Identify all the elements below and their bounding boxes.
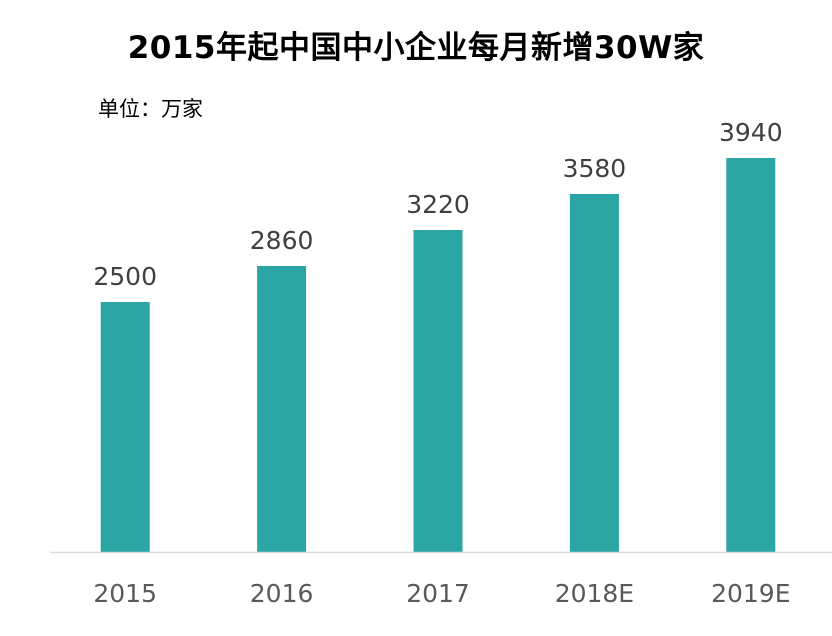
value-labels-group: 2500 2860 3220 3580 3940 [93, 118, 782, 291]
x-tick-label-2016: 2016 [250, 579, 314, 608]
bar-2017 [413, 230, 463, 552]
bar-2018E [569, 194, 619, 552]
value-label-2019E: 3940 [719, 118, 783, 147]
bar-2015 [100, 302, 150, 552]
value-label-2016: 2860 [250, 226, 314, 255]
bars-group [100, 158, 776, 552]
x-tick-label-2015: 2015 [93, 579, 157, 608]
value-label-2017: 3220 [406, 190, 470, 219]
x-tick-labels-group: 2015 2016 2017 2018E 2019E [93, 579, 790, 608]
value-label-2015: 2500 [93, 262, 157, 291]
x-tick-label-2018E: 2018E [555, 579, 634, 608]
chart-title: 2015年起中国中小企业每月新增30W家 [127, 30, 705, 66]
x-tick-label-2019E: 2019E [711, 579, 790, 608]
bar-2016 [257, 266, 307, 552]
value-label-2018E: 3580 [563, 154, 627, 183]
unit-label: 单位：万家 [98, 97, 203, 121]
x-tick-label-2017: 2017 [406, 579, 470, 608]
bar-2019E [726, 158, 776, 552]
